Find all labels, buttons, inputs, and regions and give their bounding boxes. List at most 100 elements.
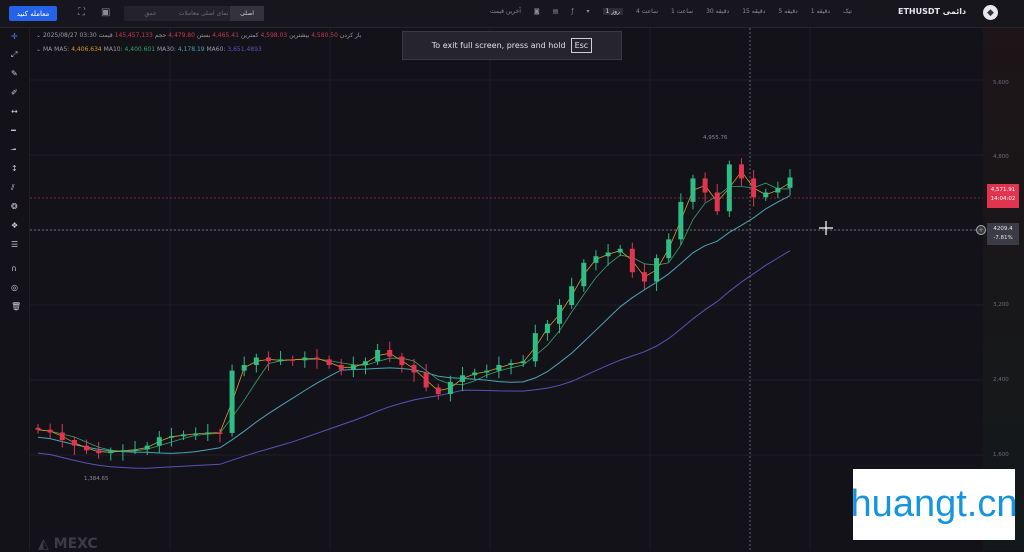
candle-body	[193, 433, 199, 435]
trade-button[interactable]: معامله کنید	[9, 6, 57, 21]
close-value: 4,479.80	[168, 32, 195, 39]
horizontal-ray-icon[interactable]: ╼	[11, 145, 16, 154]
ma10-value: 4,400.601	[124, 46, 156, 53]
ma-label: MA	[42, 46, 53, 53]
candle-body	[144, 445, 150, 450]
layout-icon[interactable]: ▤	[552, 8, 559, 15]
timeframe-4h[interactable]: 4 ساعت	[635, 8, 659, 15]
camera-icon[interactable]: ◙	[533, 8, 540, 15]
candle-body	[399, 356, 405, 365]
volume-value: 145,457,133	[114, 32, 153, 39]
candle-body	[557, 305, 563, 324]
candle-body	[496, 365, 502, 371]
magnet-icon[interactable]: ∩	[11, 264, 17, 273]
ma60-label: MA60:	[206, 46, 226, 53]
add-alert-icon[interactable]: +	[976, 225, 986, 235]
fib-tool-icon[interactable]: ☰	[11, 240, 19, 249]
ma5-line	[37, 170, 791, 453]
timeframe-1m[interactable]: 1 دقیقه	[810, 8, 831, 15]
candle-body	[314, 357, 320, 360]
channel-tool-icon[interactable]: ⫽	[11, 183, 15, 192]
candle-body	[520, 361, 526, 364]
collapse-icon[interactable]: ⌄	[36, 32, 42, 39]
horizontal-line-icon[interactable]: ━	[11, 126, 16, 135]
axis-tick: 4,800	[993, 154, 1009, 160]
candle-body	[96, 450, 102, 454]
candle-body	[362, 361, 368, 365]
candle-body	[690, 178, 696, 202]
candle-body	[472, 372, 478, 376]
top-toolbar: معامله کنید ⛶ ▣ عمق نمای اصلی معاملات اص…	[0, 0, 1024, 28]
ma-legend: ⌄ MA MA5: 4,406.634 MA10: 4,400.601 MA30…	[36, 46, 262, 53]
tab-main[interactable]: اصلی	[230, 6, 264, 21]
tab-depth[interactable]: عمق	[144, 10, 157, 17]
timeframe-15m[interactable]: 15 دقیقه	[742, 8, 766, 15]
price-axis[interactable]	[983, 28, 1024, 550]
timeframe-tick[interactable]: تیک	[843, 8, 852, 15]
fullscreen-toast: To exit full screen, press and hold Esc	[402, 31, 622, 60]
fullscreen-icon[interactable]: ⛶	[78, 7, 85, 18]
shapes-tool-icon[interactable]: ❖	[11, 221, 19, 230]
candle-body	[569, 286, 575, 305]
esc-key: Esc	[570, 38, 593, 53]
pen-tool-icon[interactable]: ✎	[11, 69, 18, 78]
symbol-selector[interactable]: ETHUSDT دائمی	[898, 7, 967, 16]
candle-body	[484, 370, 490, 373]
price-chart[interactable]	[30, 28, 983, 550]
candle-body	[59, 432, 65, 440]
candle-body	[108, 451, 114, 454]
crosshair-change: -7.81%	[993, 235, 1013, 241]
candle-body	[775, 187, 781, 193]
last-price-select[interactable]: آخرین قیمت	[490, 8, 521, 15]
ray-tool-icon[interactable]: ↔	[11, 107, 18, 116]
candle-countdown: 14:04:02	[990, 196, 1016, 202]
screenshot-icon[interactable]: ▣	[101, 7, 111, 18]
crosshair-tool-icon[interactable]: ✛	[11, 32, 18, 41]
timeframe-1d[interactable]: 1 روز	[602, 8, 623, 15]
candle-body	[714, 192, 720, 212]
candle-body	[423, 372, 429, 388]
candle-body	[581, 262, 587, 287]
site-watermark: huangt.cn	[851, 469, 1017, 540]
hide-icon[interactable]: ◎	[11, 283, 18, 292]
view-tabs: عمق نمای اصلی معاملات اصلی	[124, 6, 264, 21]
candle-body	[641, 272, 647, 282]
candle-body	[156, 437, 162, 446]
chart-type-dropdown[interactable]: ▾	[586, 8, 590, 15]
candle-body	[544, 323, 550, 334]
candle-body	[678, 201, 684, 240]
candle-body	[726, 164, 732, 212]
ma10-line	[37, 182, 791, 452]
timeframe-30m[interactable]: 30 دقیقه	[706, 8, 730, 15]
legend-date: 2025/08/27 03:30	[42, 32, 97, 39]
indicator-icon[interactable]: ƒ	[571, 8, 574, 15]
candle-body	[787, 177, 793, 188]
axis-tick: 3,200	[993, 302, 1009, 308]
candle-body	[35, 427, 41, 430]
candle-body	[181, 434, 187, 437]
candle-body	[508, 363, 514, 365]
candle-body	[435, 387, 441, 395]
ma5-label: MA5:	[54, 46, 70, 53]
candle-body	[120, 450, 126, 452]
pattern-tool-icon[interactable]: ❂	[11, 202, 18, 211]
timeframe-5m[interactable]: 5 دقیقه	[778, 8, 798, 15]
candle-body	[265, 357, 271, 362]
ma60-line	[37, 250, 791, 469]
trendline-tool-icon[interactable]: ⤢	[11, 50, 18, 59]
brush-tool-icon[interactable]: ✐	[11, 88, 18, 97]
candle-body	[532, 333, 538, 362]
candle-body	[132, 449, 138, 451]
vertical-line-icon[interactable]: ↕	[11, 164, 18, 173]
collapse-icon[interactable]: ⌄	[36, 46, 42, 53]
last-price-tag: 4,571.91 14:04:02	[987, 184, 1019, 208]
trash-icon[interactable]: 🗑	[11, 302, 22, 311]
change-label: قیمت	[98, 32, 113, 39]
tab-trading-view[interactable]: نمای اصلی معاملات	[178, 10, 229, 17]
timeframe-1h[interactable]: 1 ساعت	[671, 8, 694, 15]
candle-body	[302, 357, 308, 361]
candle-body	[666, 239, 672, 259]
candle-body	[229, 370, 235, 433]
candle-body	[326, 359, 332, 365]
candle-body	[605, 252, 611, 257]
